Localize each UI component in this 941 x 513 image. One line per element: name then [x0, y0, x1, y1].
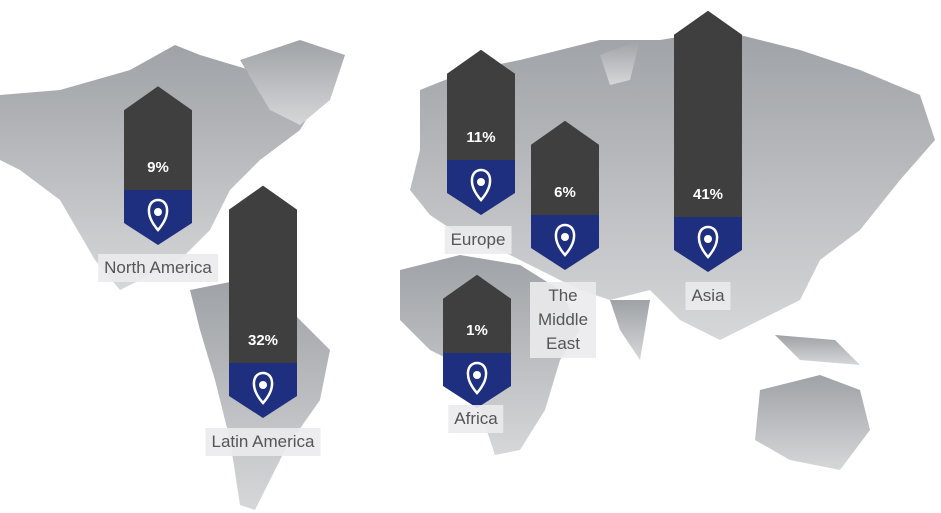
bar [443, 274, 511, 353]
bar [674, 10, 742, 217]
value-label: 1% [466, 322, 488, 339]
world-map [0, 30, 935, 510]
value-label: 11% [466, 129, 495, 146]
region-marker: 6% [531, 120, 599, 270]
pin-badge [531, 215, 599, 270]
bar [447, 49, 515, 160]
region-marker: 41% [674, 10, 742, 272]
region-label: Africa [448, 405, 504, 433]
region-marker: 32% [229, 185, 297, 418]
region-marker: 1% [443, 274, 511, 408]
pin-dot [473, 371, 481, 379]
bar [531, 120, 599, 215]
pin-dot [704, 235, 712, 243]
pin-dot [154, 208, 162, 216]
value-label: 9% [147, 159, 169, 176]
region-label: Asia [685, 282, 731, 310]
pin-dot [561, 233, 569, 241]
bar [229, 185, 297, 363]
region-marker: 11% [447, 49, 515, 215]
bar [124, 86, 192, 190]
pin-icon [466, 361, 488, 395]
pin-icon [252, 371, 274, 405]
region-marker: 9% [124, 86, 192, 245]
pin-badge [674, 217, 742, 272]
region-label: Europe [444, 226, 512, 254]
pin-badge [443, 353, 511, 408]
pin-badge [447, 160, 515, 215]
pin-icon [697, 225, 719, 259]
region-label: North America [98, 254, 218, 282]
pin-icon [147, 198, 169, 232]
pin-icon [554, 223, 576, 257]
value-label: 32% [248, 332, 278, 349]
region-label: Latin America [205, 428, 321, 456]
pin-dot [259, 381, 267, 389]
pin-icon [470, 168, 492, 202]
pin-badge [124, 190, 192, 245]
pin-badge [229, 363, 297, 418]
pin-dot [477, 178, 485, 186]
value-label: 6% [554, 184, 576, 201]
region-label: The Middle East [530, 282, 596, 358]
value-label: 41% [693, 186, 723, 203]
